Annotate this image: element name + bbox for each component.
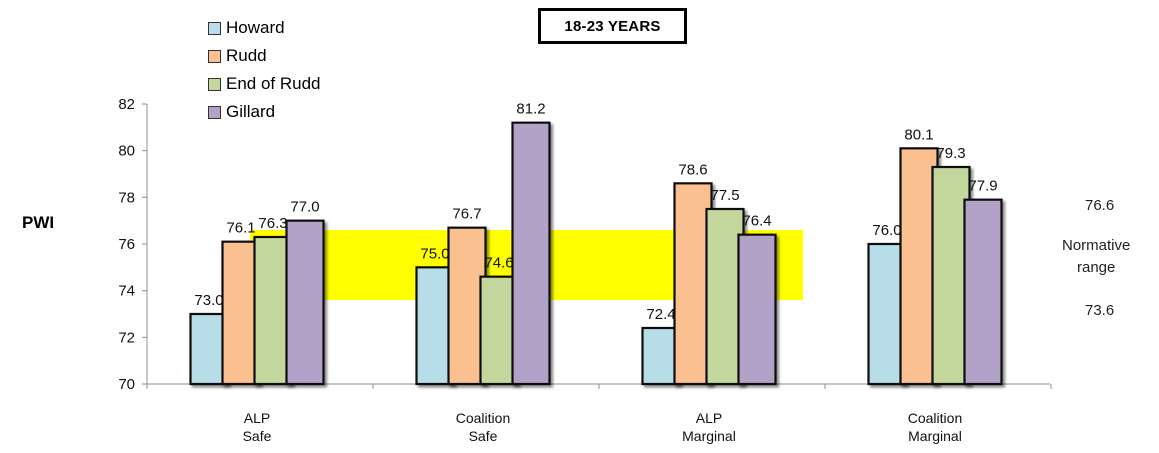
legend-item-end-of-rudd: End of Rudd: [208, 70, 321, 98]
category-label-alp-marginal-line-1: ALP: [695, 410, 723, 426]
bar-end-of-rudd-alp-marginal: [705, 207, 745, 386]
data-label-howard-alp-safe: 73.0: [194, 292, 223, 309]
data-label-howard-coalition-marginal: 76.0: [872, 222, 901, 239]
legend-swatch-rudd: [208, 49, 221, 63]
data-label-rudd-alp-marginal: 78.6: [678, 161, 707, 178]
data-label-end-of-rudd-coalition-marginal: 79.3: [936, 145, 965, 162]
y-tick-label-82: 82: [118, 96, 135, 113]
category-label-alp-marginal-line-2: Marginal: [682, 428, 736, 444]
y-tick-label-78: 78: [118, 189, 135, 206]
legend-item-howard: Howard: [208, 14, 321, 42]
chart-title: 18-23 YEARS: [538, 8, 687, 44]
normative-low-label: 73.6: [1085, 302, 1115, 319]
normative-range-label-line-1: Normative: [1062, 237, 1131, 254]
bar-howard-alp-marginal: [641, 326, 681, 386]
legend-label-end-of-rudd: End of Rudd: [226, 74, 321, 93]
data-label-rudd-alp-safe: 76.1: [226, 220, 255, 237]
data-label-howard-coalition-safe: 75.0: [420, 245, 449, 262]
category-label-coalition-safe: Coalition Safe: [413, 409, 553, 445]
bar-end-of-rudd-alp-safe: [253, 235, 293, 386]
category-label-coalition-marginal-line-2: Marginal: [908, 428, 962, 444]
category-label-coalition-safe-line-1: Coalition: [455, 410, 511, 426]
category-label-alp-marginal: ALP Marginal: [639, 409, 779, 445]
legend: Howard Rudd End of Rudd Gillard: [208, 14, 321, 126]
bar-gillard-coalition-marginal: [963, 198, 1003, 386]
category-label-alp-safe-line-1: ALP: [243, 410, 271, 426]
data-label-gillard-coalition-marginal: 77.9: [968, 178, 997, 195]
normative-range-label-line-2: range: [1076, 259, 1116, 276]
legend-swatch-end-of-rudd: [208, 77, 221, 91]
normative-range-label: Normative range: [1062, 235, 1130, 279]
legend-label-rudd: Rudd: [226, 46, 267, 65]
legend-item-rudd: Rudd: [208, 42, 321, 70]
category-label-coalition-safe-line-2: Safe: [468, 428, 498, 444]
y-axis-label: PWI: [22, 213, 55, 232]
category-label-alp-safe: ALP Safe: [187, 409, 327, 445]
y-tick-label-72: 72: [118, 329, 135, 346]
bar-rudd-alp-marginal: [673, 182, 713, 386]
bar-gillard-alp-marginal: [737, 233, 777, 386]
normative-high-label: 76.6: [1085, 197, 1115, 214]
bar-howard-coalition-marginal: [867, 242, 907, 386]
data-label-end-of-rudd-alp-safe: 76.3: [258, 215, 287, 232]
y-tick-label-74: 74: [118, 283, 135, 300]
bar-gillard-alp-safe: [285, 219, 325, 386]
y-tick-label-76: 76: [118, 236, 135, 253]
legend-label-gillard: Gillard: [226, 102, 276, 121]
bar-howard-alp-safe: [189, 312, 229, 386]
data-label-howard-alp-marginal: 72.4: [646, 306, 675, 323]
bar-gillard-coalition-safe: [511, 121, 551, 386]
data-label-end-of-rudd-alp-marginal: 77.5: [710, 187, 739, 204]
category-label-coalition-marginal: Coalition Marginal: [865, 409, 1005, 445]
data-label-gillard-alp-marginal: 76.4: [742, 213, 771, 230]
data-label-end-of-rudd-coalition-safe: 74.6: [484, 255, 513, 272]
data-label-rudd-coalition-safe: 76.7: [452, 206, 481, 223]
legend-swatch-howard: [208, 21, 221, 35]
category-label-alp-safe-line-2: Safe: [242, 428, 272, 444]
legend-label-howard: Howard: [226, 18, 285, 37]
data-label-gillard-alp-safe: 77.0: [290, 199, 319, 216]
data-label-rudd-coalition-marginal: 80.1: [904, 126, 933, 143]
y-tick-label-70: 70: [118, 376, 135, 393]
data-label-gillard-coalition-safe: 81.2: [516, 101, 545, 118]
legend-item-gillard: Gillard: [208, 98, 321, 126]
category-label-coalition-marginal-line-1: Coalition: [907, 410, 963, 426]
y-tick-label-80: 80: [118, 143, 135, 160]
legend-swatch-gillard: [208, 105, 221, 119]
